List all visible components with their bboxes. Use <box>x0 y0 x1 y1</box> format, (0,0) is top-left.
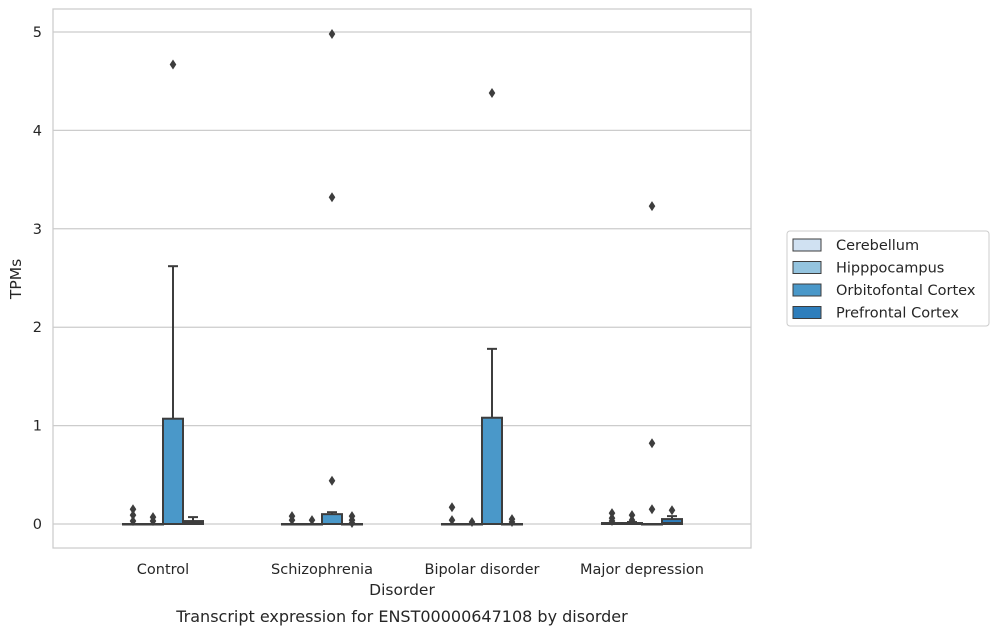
outlier-3-3-0 <box>668 505 676 516</box>
outlier-0-0-2 <box>129 516 137 527</box>
plot-area-frame <box>52 8 752 549</box>
x-axis-title: Disorder <box>369 581 435 599</box>
box-3-3 <box>661 505 683 526</box>
legend-label-2: Orbitofontal Cortex <box>836 283 976 299</box>
outlier-0-0-0 <box>129 504 137 515</box>
chart-caption: Transcript expression for ENST0000064710… <box>175 607 628 626</box>
y-tick-label-4: 4 <box>33 123 42 139</box>
x-tick-label-1: Schizophrenia <box>271 562 373 578</box>
outlier-0-1-1 <box>288 515 296 526</box>
legend-label-3: Prefrontal Cortex <box>836 306 959 322</box>
x-tick-label-2: Bipolar disorder <box>425 562 540 578</box>
box-3-0 <box>182 516 204 525</box>
box-1-3 <box>621 510 643 526</box>
y-tick-label-0: 0 <box>33 517 42 533</box>
box-body-2-0 <box>162 417 184 526</box>
box-3-2 <box>501 514 523 528</box>
outlier-1-0-1 <box>149 516 157 527</box>
outlier-2-2-0 <box>488 88 496 99</box>
outlier-1-3-1 <box>628 515 636 526</box>
grid-lines <box>53 31 751 525</box>
y-axis-ticks: 0 1 2 3 4 5 <box>33 25 42 533</box>
outlier-1-2-0 <box>468 517 476 528</box>
legend-swatch-3 <box>792 306 822 319</box>
y-tick-label-5: 5 <box>33 25 42 41</box>
outlier-2-1-0 <box>328 475 336 486</box>
x-axis-ticks: Control Schizophrenia Bipolar disorder Majo… <box>137 562 704 578</box>
box-2-0 <box>162 59 184 526</box>
outlier-2-1-1 <box>328 192 336 203</box>
x-tick-label-0: Control <box>137 562 189 578</box>
box-1-2 <box>461 517 483 528</box>
outlier-0-0-1 <box>129 510 137 521</box>
outlier-3-2-1 <box>508 517 516 528</box>
legend-frame <box>786 230 990 327</box>
y-axis-title: TPMs <box>7 259 25 300</box>
x-tick-label-3: Major depression <box>580 562 704 578</box>
box-2-2 <box>481 88 503 525</box>
legend-swatch-0 <box>792 238 822 252</box>
box-0-0 <box>122 504 144 527</box>
box-0-3 <box>601 508 623 527</box>
outlier-0-2-1 <box>448 515 456 526</box>
outlier-0-3-2 <box>608 516 616 527</box>
outlier-2-3-0 <box>648 504 656 515</box>
legend: Cerebellum Hipppocampus Orbitofontal Corte… <box>786 230 990 327</box>
outlier-2-0-0 <box>169 59 177 70</box>
box-groups <box>122 28 683 529</box>
box-2-3 <box>641 201 663 526</box>
outlier-2-1-2 <box>328 28 336 39</box>
box-0-2 <box>441 502 463 526</box>
legend-swatch-2 <box>792 283 822 297</box>
box-body-2-2 <box>481 416 503 525</box>
outlier-3-1-2 <box>348 518 356 529</box>
box-1-0 <box>142 512 164 527</box>
outlier-2-3-1 <box>648 438 656 449</box>
box-2-1 <box>321 28 343 525</box>
outlier-2-3-2 <box>648 201 656 212</box>
legend-label-1: Hipppocampus <box>836 261 944 277</box>
y-tick-label-3: 3 <box>33 222 42 238</box>
outlier-0-2-0 <box>448 502 456 513</box>
legend-label-0: Cerebellum <box>836 238 919 254</box>
box-0-1 <box>281 511 303 526</box>
box-1-1 <box>301 515 323 526</box>
box-body-2-1 <box>321 513 343 525</box>
outlier-1-1-0 <box>308 515 316 526</box>
y-tick-label-2: 2 <box>33 320 42 336</box>
y-tick-label-1: 1 <box>33 419 42 435</box>
legend-swatch-1 <box>792 261 822 274</box>
box-3-1 <box>341 511 363 529</box>
